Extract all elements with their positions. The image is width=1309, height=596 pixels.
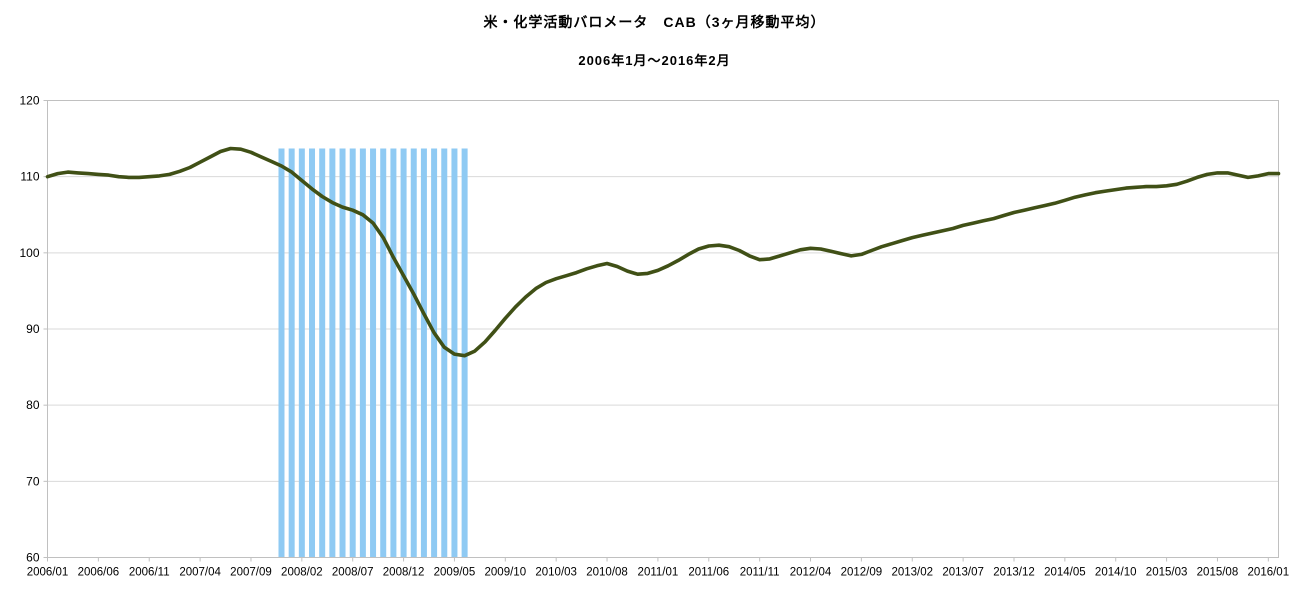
recession-band-bar — [420, 148, 427, 558]
x-tick-label: 2010/03 — [535, 567, 577, 579]
y-tick-label: 120 — [19, 94, 39, 108]
y-tick-label: 60 — [26, 551, 40, 565]
recession-band-bar — [349, 148, 356, 558]
recession-band-bar — [309, 148, 316, 558]
x-tick-label: 2013/12 — [993, 567, 1035, 579]
x-tick-label: 2011/11 — [740, 567, 780, 579]
recession-band-bar — [298, 148, 305, 558]
x-tick-label: 2007/04 — [179, 567, 221, 579]
x-tick-label: 2008/07 — [332, 567, 374, 579]
recession-band-bar — [339, 148, 346, 558]
recession-band-bar — [319, 148, 326, 558]
x-tick-label: 2009/10 — [485, 567, 527, 579]
chart-title: 米・化学活動バロメータ CAB（3ヶ月移動平均） — [483, 14, 826, 30]
x-tick-label: 2006/06 — [78, 567, 120, 579]
recession-band-bar — [278, 148, 285, 558]
recession-band-bar — [288, 148, 295, 558]
recession-band-bar — [400, 148, 407, 558]
y-tick-label: 80 — [26, 398, 40, 412]
x-tick-label: 2015/08 — [1197, 567, 1239, 579]
x-tick-label: 2008/12 — [383, 567, 425, 579]
x-tick-label: 2013/07 — [942, 567, 984, 579]
x-tick-label: 2008/02 — [281, 567, 323, 579]
recession-band-bar — [359, 148, 366, 558]
recession-band-bar — [431, 148, 438, 558]
recession-band-bar — [370, 148, 377, 558]
x-tick-label: 2011/01 — [638, 567, 679, 579]
recession-band-bar — [329, 148, 336, 558]
x-tick-label: 2014/10 — [1095, 567, 1137, 579]
y-tick-label: 70 — [26, 474, 40, 488]
recession-band-bar — [390, 148, 397, 558]
recession-band-bar — [461, 148, 468, 558]
recession-band-bar — [410, 148, 417, 558]
x-tick-label: 2012/09 — [841, 567, 883, 579]
x-tick-label: 2011/06 — [688, 567, 729, 579]
x-tick-label: 2006/11 — [129, 567, 170, 579]
x-tick-label: 2009/05 — [434, 567, 476, 579]
chart-subtitle: 2006年1月～2016年2月 — [578, 53, 731, 68]
x-tick-label: 2014/05 — [1044, 567, 1086, 579]
x-tick-label: 2013/02 — [891, 567, 933, 579]
y-tick-label: 110 — [20, 170, 39, 184]
x-tick-label: 2007/09 — [230, 567, 272, 579]
x-tick-label: 2012/04 — [790, 567, 832, 579]
x-tick-label: 2016/01 — [1248, 567, 1290, 579]
x-tick-label: 2015/03 — [1146, 567, 1188, 579]
x-tick-label: 2010/08 — [586, 567, 628, 579]
y-tick-label: 90 — [26, 322, 40, 336]
x-tick-label: 2006/01 — [27, 567, 69, 579]
y-tick-label: 100 — [19, 246, 39, 260]
recession-band-bar — [380, 148, 387, 558]
recession-band-bar — [441, 148, 448, 558]
cab-series-line — [45, 146, 1281, 358]
